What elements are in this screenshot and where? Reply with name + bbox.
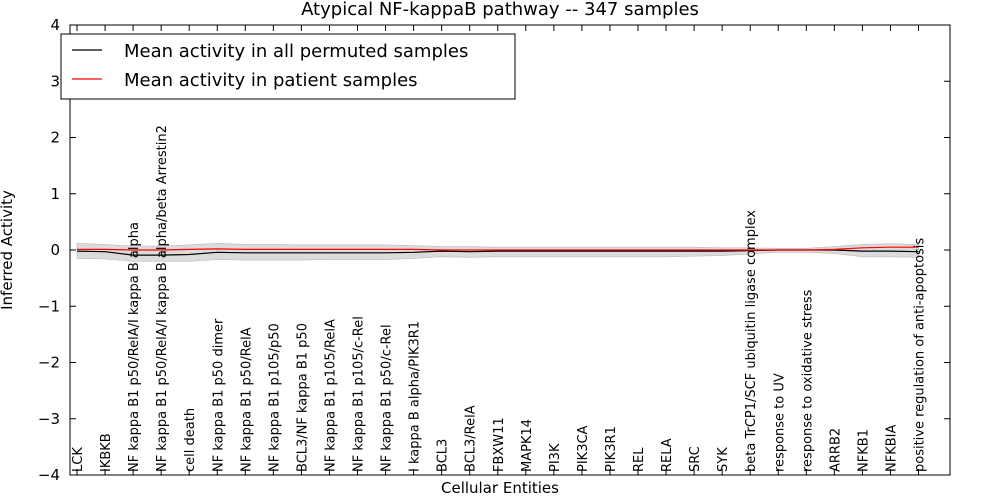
xtick-label: LCK: [71, 447, 86, 472]
ytick-label: 1: [50, 185, 60, 203]
y-axis-label: Inferred Activity: [0, 190, 16, 310]
xtick-label: response to oxidative stress: [800, 289, 815, 472]
xtick-label: SYK: [716, 447, 731, 472]
chart-title: Atypical NF-kappaB pathway -- 347 sample…: [301, 0, 699, 20]
tick-layer: 4 3 2 1 0 −1 −2 −3 −4 LCK IKBKB NF kappa B1 p50/Rel…: [38, 16, 950, 484]
xtick-label: PIK3R1: [604, 426, 619, 472]
xtick-label: BCL3/NF kappa B1 p50: [295, 323, 310, 472]
xtick-label: NF kappa B1 p105/RelA: [324, 319, 339, 472]
xtick-label: positive regulation of anti-apoptosis: [913, 238, 928, 472]
series-layer: [76, 246, 919, 256]
xtick-label: IKBKB: [99, 433, 114, 472]
ytick-label: 2: [50, 129, 60, 147]
xtick-label: FBXW11: [492, 417, 507, 472]
ytick-label: 0: [50, 241, 60, 259]
xtick-label: PIK3CA: [576, 425, 591, 472]
xtick-label: RELA: [660, 438, 675, 472]
plot-frame: [69, 24, 951, 476]
xtick-label: NFKB1: [856, 429, 871, 472]
legend-box: [60, 33, 516, 100]
xtick-label: NF kappa B1 p50/RelA/I kappa B alpha/bet…: [155, 125, 170, 472]
xtick-label: NF kappa B1 p105/c-Rel: [352, 316, 367, 472]
xtick-label: NF kappa B1 p105/p50: [267, 323, 282, 472]
legend: Mean activity in all permuted samples Me…: [60, 33, 516, 100]
xtick-label: PI3K: [548, 443, 563, 472]
ytick-label: 4: [50, 16, 60, 34]
xtick-label: beta TrCP1/SCF ubiquitin ligase complex: [744, 210, 759, 472]
series-line-1: [77, 246, 919, 251]
xtick-label: cell death: [183, 408, 198, 472]
ytick-label: −1: [38, 297, 60, 315]
xtick-label: response to UV: [772, 373, 787, 472]
xtick-label: MAPK14: [520, 419, 535, 472]
xtick-label: NFKBIA: [885, 425, 900, 472]
ytick-label: −3: [38, 410, 60, 428]
legend-label-permuted: Mean activity in all permuted samples: [124, 41, 468, 62]
ytick-label: −2: [38, 354, 60, 372]
xtick-label: BCL3/RelA: [464, 405, 479, 472]
xtick-label: NF kappa B1 p50/RelA: [239, 327, 254, 472]
x-axis-label: Cellular Entities: [441, 479, 559, 497]
xtick-label: NF kappa B1 p50 dimer: [211, 318, 226, 472]
ytick-label: 3: [50, 72, 60, 90]
ytick-label: −4: [38, 466, 60, 484]
xtick-label: ARRB2: [828, 428, 843, 472]
legend-label-patient: Mean activity in patient samples: [124, 70, 418, 91]
xtick-label: REL: [632, 447, 647, 472]
xtick-label: BCL3: [436, 439, 451, 472]
band-layer: [76, 242, 919, 262]
band-0: [76, 242, 919, 262]
xtick-label: NF kappa B1 p50/c-Rel: [380, 324, 395, 472]
xtick-label: I kappa B alpha/PIK3R1: [408, 321, 423, 472]
xtick-label: NF kappa B1 p50/RelA/I kappa B alpha: [127, 222, 142, 472]
xtick-label: SRC: [688, 446, 703, 472]
